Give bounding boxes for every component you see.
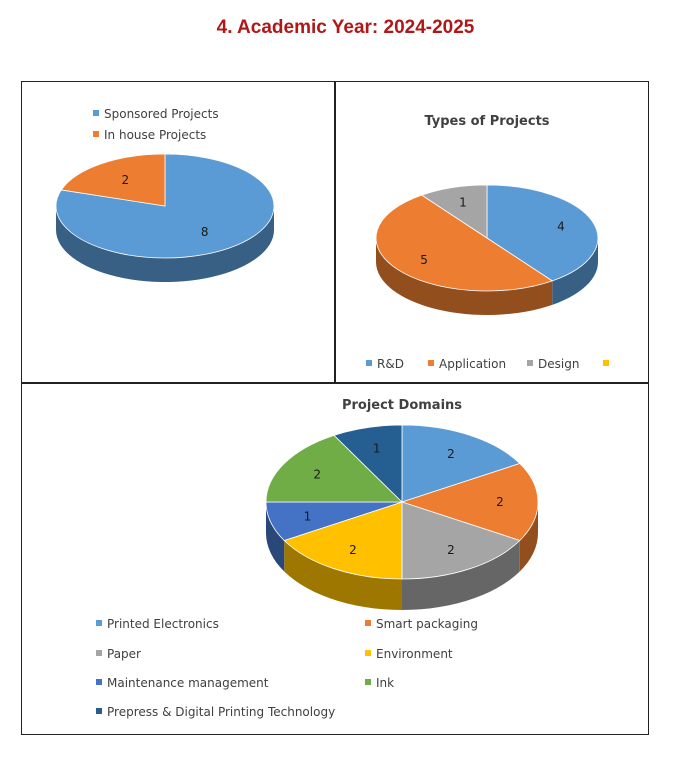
project-domains-chart-legend-swatch-printed-electronics	[96, 620, 102, 626]
project-domains-chart-title: Project Domains	[342, 398, 462, 413]
project-domains-chart-side-environment	[284, 540, 402, 610]
project-types-chart-pie: 4 5 1	[375, 184, 599, 315]
project-domains-chart-side-paper	[402, 540, 520, 610]
project-domains-chart-legend-label-prepress-and-digital-printing-technology: Prepress & Digital Printing Technology	[107, 705, 335, 719]
sponsorship-chart-data-label-in-house-projects: 2	[121, 173, 129, 187]
project-domains-chart-data-label-smart-packaging: 2	[496, 495, 504, 509]
project-types-chart-legend-label-randd: R&D	[377, 357, 404, 371]
project-domains-chart-slice-prepress-and-digital-printing-technology	[333, 424, 403, 503]
sponsorship-chart-legend-label-in-house-projects: In house Projects	[104, 128, 206, 142]
project-domains-chart-legend-swatch-ink	[365, 679, 371, 685]
project-domains-chart-data-label-printed-electronics: 2	[447, 447, 455, 461]
project-types-chart-data-label-design: 1	[459, 196, 467, 210]
project-domains-chart-legend-swatch-smart-packaging	[365, 620, 371, 626]
sponsorship-chart-slice-in-house-projects	[60, 153, 166, 207]
sponsorship-chart-legend-swatch-sponsored-projects	[93, 110, 99, 116]
chart-frame-sponsorship	[21, 81, 336, 384]
sponsorship-chart-pie: 82	[55, 153, 275, 282]
project-types-chart-side-application	[376, 238, 553, 315]
project-domains-chart-data-label-ink: 2	[313, 467, 321, 481]
project-domains-chart-slice-paper	[401, 501, 521, 580]
project-domains-chart-legend-label-maintenance-management: Maintenance management	[107, 676, 269, 690]
project-types-chart-legend-swatch-design	[527, 360, 533, 366]
project-domains-chart-slice-ink	[265, 434, 403, 503]
project-domains-chart-slice-smart-packaging	[400, 463, 539, 541]
project-types-chart-data-label-randd: 4	[557, 220, 565, 234]
project-types-chart-legend-swatch-application	[428, 360, 434, 366]
project-types-chart-data-label-application: 5	[420, 253, 428, 267]
project-domains-chart-legend-swatch-prepress-and-digital-printing-technology	[96, 708, 102, 714]
project-domains-chart-legend-label-ink: Ink	[376, 676, 394, 690]
project-domains-chart-data-label-environment: 2	[349, 543, 357, 557]
project-domains-chart-side-maintenance-management	[266, 502, 285, 572]
chart-frame-project-domains	[21, 382, 649, 735]
project-types-chart-legend-label-design: Design	[538, 357, 579, 371]
project-types-chart-legend-label-application: Application	[439, 357, 506, 371]
project-types-chart-slice-design	[420, 184, 488, 239]
sponsorship-chart-legend-swatch-in-house-projects	[93, 131, 99, 137]
project-domains-chart-data-label-maintenance-management: 1	[304, 509, 312, 523]
project-types-chart-legend-swatch-randd	[366, 360, 372, 366]
project-domains-chart-legend-label-printed-electronics: Printed Electronics	[107, 617, 219, 631]
project-domains-chart-side-smart-packaging	[519, 502, 538, 572]
chart-frame-project-types	[334, 81, 649, 384]
page-title: 4. Academic Year: 2024-2025	[216, 17, 475, 38]
sponsorship-chart-side-sponsored-projects	[56, 206, 274, 282]
project-types-chart-legend-swatch-blank	[603, 360, 609, 366]
sponsorship-chart-slice-sponsored-projects	[55, 153, 275, 259]
project-types-chart-slice-application	[375, 194, 554, 292]
sponsorship-chart-legend-label-sponsored-projects: Sponsored Projects	[104, 107, 219, 121]
sponsorship-chart-data-label-sponsored-projects: 8	[201, 225, 209, 239]
project-types-chart-title: Types of Projects	[424, 114, 549, 129]
project-types-chart-slice-randd	[486, 184, 599, 282]
project-domains-chart-legend-swatch-paper	[96, 650, 102, 656]
project-domains-chart-slice-printed-electronics	[401, 424, 521, 503]
project-domains-chart-legend-label-paper: Paper	[107, 647, 141, 661]
project-domains-chart-legend-label-environment: Environment	[376, 647, 453, 661]
project-domains-chart-pie: 2 2 2 2 1 2 1	[265, 424, 539, 610]
project-domains-chart-data-label-paper: 2	[447, 543, 455, 557]
project-domains-chart-legend-swatch-environment	[365, 650, 371, 656]
project-types-chart-side-randd	[552, 238, 598, 305]
project-domains-chart-legend-label-smart-packaging: Smart packaging	[376, 617, 478, 631]
project-domains-chart-data-label-prepress-and-digital-printing-technology: 1	[373, 441, 381, 455]
project-domains-chart-legend-swatch-maintenance-management	[96, 679, 102, 685]
project-domains-chart-slice-environment	[283, 501, 403, 580]
